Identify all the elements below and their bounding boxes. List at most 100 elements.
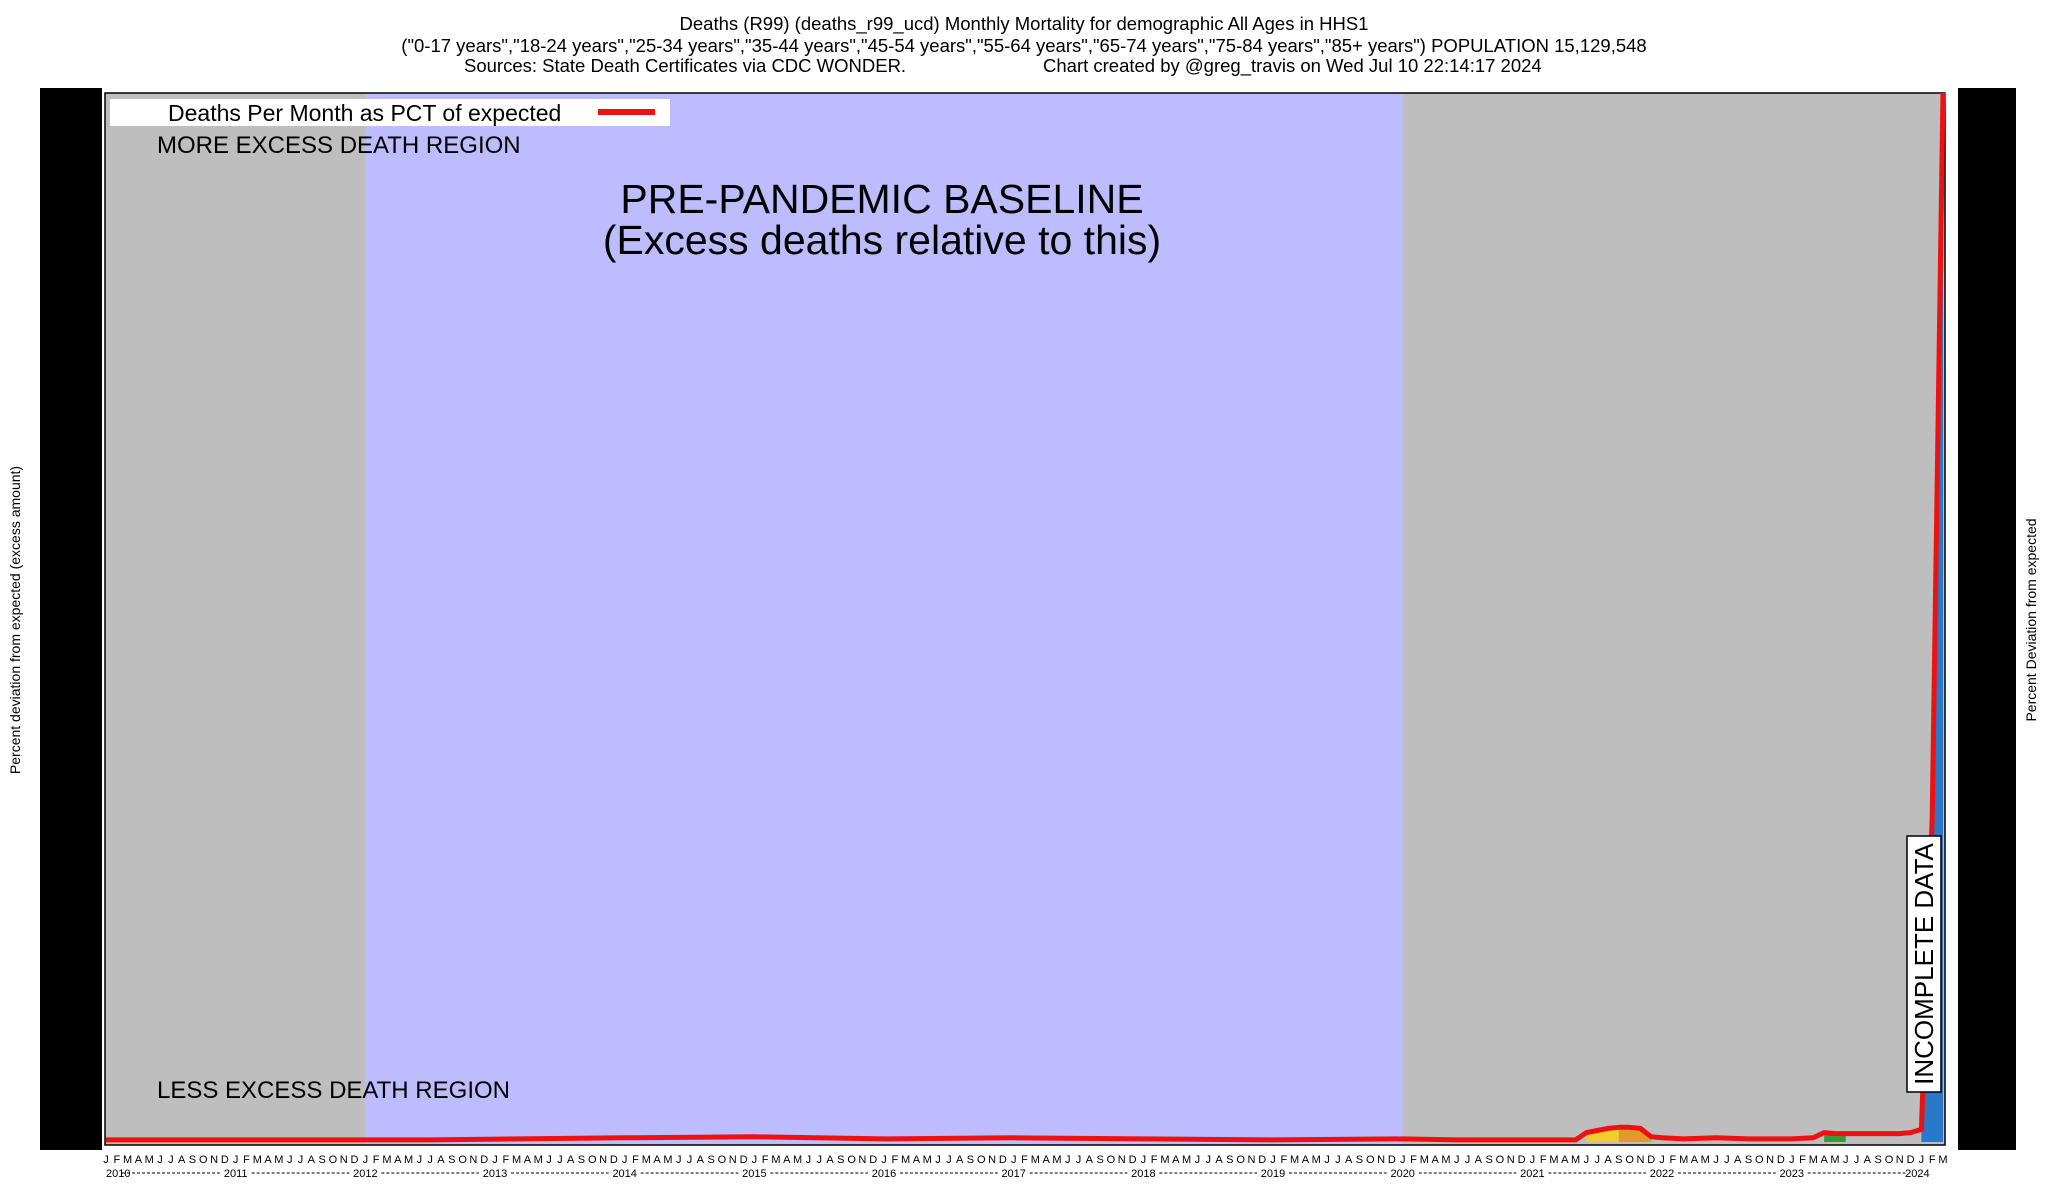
x-tick-month-label: M bbox=[512, 1154, 521, 1166]
x-tick-month-label: D bbox=[610, 1154, 618, 1166]
x-tick-month-label: J bbox=[816, 1154, 822, 1166]
x-tick-month-label: J bbox=[363, 1154, 369, 1166]
x-tick-month-label: J bbox=[1584, 1154, 1590, 1166]
left-axis-edge bbox=[96, 88, 100, 1150]
x-tick-month-label: N bbox=[469, 1154, 477, 1166]
x-tick-month-label: F bbox=[502, 1154, 509, 1166]
x-tick-month-label: D bbox=[1647, 1154, 1655, 1166]
x-tick-month-label: A bbox=[1820, 1154, 1828, 1166]
x-tick-month-label: D bbox=[1518, 1154, 1526, 1166]
x-tick-month-label: A bbox=[1215, 1154, 1223, 1166]
x-tick-month-label: A bbox=[1172, 1154, 1180, 1166]
baseline-label-line2: (Excess deaths relative to this) bbox=[603, 217, 1161, 263]
x-tick-month-label: M bbox=[901, 1154, 910, 1166]
x-tick-month-label: N bbox=[858, 1154, 866, 1166]
x-tick-month-label: J bbox=[1454, 1154, 1460, 1166]
x-tick-month-label: S bbox=[1356, 1154, 1363, 1166]
x-tick-month-label: N bbox=[1636, 1154, 1644, 1166]
x-tick-month-label: N bbox=[1377, 1154, 1385, 1166]
x-tick-month-label: J bbox=[1724, 1154, 1730, 1166]
x-tick-month-label: F bbox=[1280, 1154, 1287, 1166]
x-tick-month-label: J bbox=[1076, 1154, 1082, 1166]
x-tick-month-label: J bbox=[1854, 1154, 1860, 1166]
x-tick-month-label: A bbox=[697, 1154, 705, 1166]
x-tick-month-label: M bbox=[642, 1154, 651, 1166]
x-tick-month-label: M bbox=[145, 1154, 154, 1166]
x-tick-month-label: M bbox=[1290, 1154, 1299, 1166]
x-tick-month-label: A bbox=[524, 1154, 532, 1166]
x-tick-month-label: A bbox=[1561, 1154, 1569, 1166]
x-tick-month-label: J bbox=[687, 1154, 693, 1166]
x-tick-month-label: A bbox=[178, 1154, 186, 1166]
x-tick-month-label: A bbox=[1431, 1154, 1439, 1166]
x-tick-month-label: O bbox=[1236, 1154, 1245, 1166]
x-tick-month-label: J bbox=[1713, 1154, 1719, 1166]
x-tick-month-label: M bbox=[1160, 1154, 1169, 1166]
x-tick-month-label: M bbox=[1830, 1154, 1839, 1166]
x-tick-month-label: A bbox=[1604, 1154, 1612, 1166]
x-tick-month-label: S bbox=[707, 1154, 714, 1166]
x-tick-month-label: J bbox=[1659, 1154, 1665, 1166]
x-tick-month-label: O bbox=[458, 1154, 467, 1166]
x-tick-month-label: O bbox=[718, 1154, 727, 1166]
x-tick-month-label: M bbox=[1571, 1154, 1580, 1166]
x-tick-month-label: M bbox=[1938, 1154, 1947, 1166]
incomplete-data-box bbox=[1906, 835, 1942, 1093]
x-tick-month-label: M bbox=[663, 1154, 672, 1166]
x-tick-month-label: D bbox=[1907, 1154, 1915, 1166]
right-axis-ticks-block bbox=[1958, 88, 2016, 1150]
x-tick-month-label: A bbox=[826, 1154, 834, 1166]
x-tick-month-label: J bbox=[881, 1154, 887, 1166]
x-tick-month-label: A bbox=[135, 1154, 143, 1166]
x-tick-month-label: F bbox=[1410, 1154, 1417, 1166]
x-tick-month-label: M bbox=[1312, 1154, 1321, 1166]
x-tick-month-label: J bbox=[1324, 1154, 1330, 1166]
x-tick-month-label: M bbox=[771, 1154, 780, 1166]
x-tick-month-label: N bbox=[729, 1154, 737, 1166]
x-tick-year-label: 2016 bbox=[872, 1168, 896, 1180]
x-tick-year-label: 2020 bbox=[1390, 1168, 1414, 1180]
baseline-label-line1: PRE-PANDEMIC BASELINE bbox=[620, 176, 1143, 222]
x-tick-month-label: J bbox=[1789, 1154, 1795, 1166]
x-tick-month-label: S bbox=[1615, 1154, 1622, 1166]
x-tick-month-label: F bbox=[891, 1154, 898, 1166]
x-tick-month-label: M bbox=[1441, 1154, 1450, 1166]
x-tick-month-label: D bbox=[351, 1154, 359, 1166]
x-tick-month-label: A bbox=[1086, 1154, 1094, 1166]
x-tick-month-label: J bbox=[1530, 1154, 1536, 1166]
x-tick-year-label: 2024 bbox=[1905, 1168, 1929, 1180]
x-tick-month-label: J bbox=[752, 1154, 758, 1166]
x-tick-month-label: M bbox=[1701, 1154, 1710, 1166]
x-tick-month-label: O bbox=[847, 1154, 856, 1166]
x-tick-month-label: M bbox=[534, 1154, 543, 1166]
x-tick-month-label: M bbox=[1809, 1154, 1818, 1166]
x-tick-month-label: M bbox=[1182, 1154, 1191, 1166]
x-tick-month-label: M bbox=[1052, 1154, 1061, 1166]
x-tick-month-label: A bbox=[437, 1154, 445, 1166]
x-tick-month-label: J bbox=[157, 1154, 163, 1166]
legend-label: Deaths Per Month as PCT of expected bbox=[168, 100, 561, 126]
x-tick-month-label: N bbox=[599, 1154, 607, 1166]
x-tick-month-label: J bbox=[417, 1154, 423, 1166]
x-tick-month-label: S bbox=[1745, 1154, 1752, 1166]
x-tick-month-label: D bbox=[740, 1154, 748, 1166]
x-tick-month-label: O bbox=[1366, 1154, 1375, 1166]
x-tick-month-label: M bbox=[1420, 1154, 1429, 1166]
x-tick-month-label: M bbox=[253, 1154, 262, 1166]
x-tick-year-label: 2018 bbox=[1131, 1168, 1155, 1180]
incomplete-data-marker: INCOMPLETE DATA bbox=[1906, 835, 1942, 1093]
x-tick-month-label: M bbox=[274, 1154, 283, 1166]
x-tick-month-label: S bbox=[448, 1154, 455, 1166]
x-tick-month-label: N bbox=[1896, 1154, 1904, 1166]
x-tick-month-label: J bbox=[676, 1154, 682, 1166]
x-tick-month-label: J bbox=[1843, 1154, 1849, 1166]
x-tick-month-label: D bbox=[869, 1154, 877, 1166]
x-tick-month-label: F bbox=[632, 1154, 639, 1166]
x-tick-month-label: N bbox=[1247, 1154, 1255, 1166]
y-axis-label-right: Percent Deviation from expected bbox=[2023, 518, 2039, 721]
x-tick-year-label: 2013 bbox=[483, 1168, 507, 1180]
x-tick-month-label: N bbox=[988, 1154, 996, 1166]
x-tick-month-label: D bbox=[1258, 1154, 1266, 1166]
